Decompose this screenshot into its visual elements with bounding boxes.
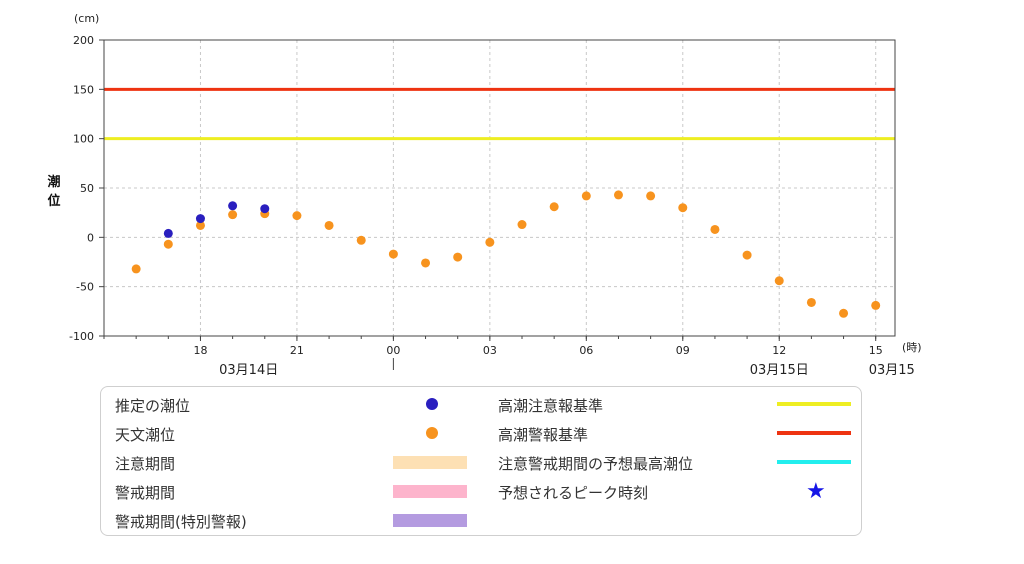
date-label: 03月15 [869,363,915,378]
date-label: 03月15日 [750,363,809,378]
data-point [485,237,495,247]
data-point [260,204,270,214]
x-tick-label: 00 [386,344,400,357]
x-tick-label: 06 [579,344,593,357]
data-point [228,201,238,211]
legend-symbol-advisory-standard [777,402,851,406]
legend-label-astronomical-tide: 天文潮位 [115,426,176,444]
data-point [613,190,623,200]
data-point [549,202,559,212]
legend-label-advisory-period: 注意期間 [115,455,176,473]
data-points [131,190,881,318]
data-point [163,239,173,249]
data-point [453,252,463,262]
legend-symbol-warning-period [393,485,467,498]
x-tick-label: 09 [676,344,690,357]
y-tick-label: -50 [76,281,94,294]
data-point [356,235,366,245]
y-tick-label: 200 [73,34,94,47]
x-tick-label: 15 [869,344,883,357]
data-point [517,220,527,230]
legend: 推定の潮位 天文潮位 注意期間 警戒期間 警戒期間(特別警報) 高潮注意報基準 … [100,386,862,536]
data-point [292,211,302,221]
legend-symbol-special-warning-period [393,514,467,527]
data-point [195,214,205,224]
axes: -100 -50 0 50 100 150 200 18 21 00 03 06 09 12 15 03月14… [69,34,915,378]
y-tick-label: 150 [73,83,94,96]
threshold-lines [104,87,895,141]
y-axis-title-char: 位 [47,193,60,209]
tide-chart: -100 -50 0 50 100 150 200 18 21 00 03 06 09 12 15 03月14… [47,12,922,378]
x-axis-unit: (時) [902,341,922,354]
data-point [324,220,334,230]
y-tick-label: 100 [73,133,94,146]
data-point [195,220,205,230]
data-point [581,191,591,201]
legend-label-advisory-standard: 高潮注意報基準 [498,397,604,415]
legend-symbol-estimated-tide [426,398,438,410]
data-point [678,203,688,213]
x-tick-label: 21 [290,344,304,357]
data-point [806,297,816,307]
date-label: 03月14日 [219,363,278,378]
data-point [388,249,398,259]
legend-label-peak-time: 予想されるピーク時刻 [498,484,649,502]
legend-label-warning-period: 警戒期間 [115,484,176,502]
legend-symbol-warning-standard [777,431,851,435]
y-axis-title: 潮位 [47,174,60,209]
data-point [131,264,141,274]
legend-label-estimated-tide: 推定の潮位 [115,397,191,415]
data-point [421,258,431,268]
x-tick-label: 03 [483,344,497,357]
legend-label-max-tide-forecast: 注意警戒期間の予想最高潮位 [498,455,694,473]
legend-label-warning-standard: 高潮警報基準 [498,426,589,444]
y-axis-unit: (cm) [74,12,99,25]
legend-symbol-max-tide-forecast [777,460,851,464]
y-tick-label: 50 [80,182,94,195]
legend-label-special-warning-period: 警戒期間(特別警報) [115,513,247,531]
data-point [774,276,784,286]
y-tick-label: -100 [69,330,94,343]
data-point [228,210,238,220]
data-point [871,300,881,310]
legend-symbol-astronomical-tide [426,427,438,439]
y-tick-label: 0 [87,231,94,244]
data-point [839,308,849,318]
legend-symbol-advisory-period [393,456,467,469]
x-tick-label: 18 [193,344,207,357]
data-point [710,224,720,234]
data-point [163,228,173,238]
data-point [646,191,656,201]
x-tick-label: 12 [772,344,786,357]
y-axis-title-char: 潮 [47,174,60,190]
star-icon: ★ [806,479,826,504]
data-point [742,250,752,260]
grid-lines [104,40,895,336]
